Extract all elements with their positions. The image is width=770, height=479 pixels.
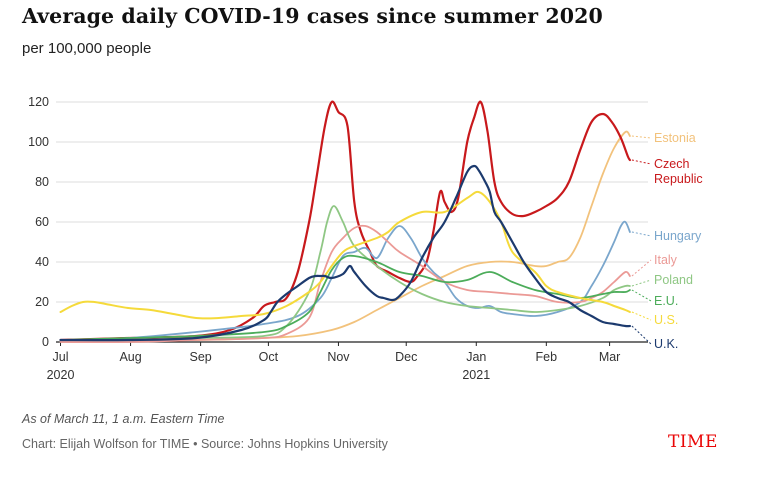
x-tick-year: 2021 xyxy=(462,368,490,382)
chart-title: Average daily COVID-19 cases since summe… xyxy=(22,4,603,28)
series-label: Czech xyxy=(654,157,689,171)
series-line xyxy=(59,205,631,342)
x-tick-year: 2020 xyxy=(47,368,75,382)
series-label: E.U. xyxy=(654,294,678,308)
y-tick-label: 100 xyxy=(28,135,49,149)
series-line xyxy=(59,100,631,342)
series-label-leader xyxy=(631,259,652,277)
x-tick-label: Sep xyxy=(189,350,211,364)
chart-subtitle: per 100,000 people xyxy=(22,40,152,57)
series-label: Republic xyxy=(654,172,703,186)
y-tick-label: 80 xyxy=(35,175,49,189)
series-label-leader xyxy=(631,289,652,302)
series-line xyxy=(59,164,631,342)
chart-area: 0 20 40 60 80 100 120 Jul 2020 Aug Sep Oct Nov Dec Ja… xyxy=(28,95,703,382)
series-label: Italy xyxy=(654,253,678,267)
y-tick-label: 40 xyxy=(35,255,49,269)
series-label-leader xyxy=(631,325,652,345)
x-tick-label: Jan xyxy=(466,350,486,364)
x-tick-label: Nov xyxy=(327,350,350,364)
series-label: U.K. xyxy=(654,337,678,351)
series-line xyxy=(59,130,631,342)
series-line xyxy=(59,190,631,320)
x-axis: Jul 2020 Aug Sep Oct Nov Dec Jan 2021 Feb Mar xyxy=(47,342,621,382)
x-tick-label: Oct xyxy=(259,350,279,364)
series-label: Estonia xyxy=(654,131,696,145)
series-label-leader xyxy=(631,231,652,237)
time-logo: TIME xyxy=(668,432,718,452)
source-credit: Chart: Elijah Wolfson for TIME • Source:… xyxy=(22,437,388,451)
gridlines xyxy=(56,101,648,343)
series-label-leader xyxy=(631,135,652,139)
series-lines xyxy=(59,100,631,344)
series-label-leader xyxy=(631,279,652,287)
x-tick-label: Aug xyxy=(119,350,141,364)
x-tick-label: Dec xyxy=(395,350,417,364)
series-label: Poland xyxy=(654,273,693,287)
series-label-leader xyxy=(631,159,652,165)
y-tick-label: 0 xyxy=(42,335,49,349)
series-label: Hungary xyxy=(654,229,702,243)
timestamp-note: As of March 11, 1 a.m. Eastern Time xyxy=(22,412,225,426)
y-axis: 0 20 40 60 80 100 120 xyxy=(28,95,49,349)
series-label: U.S. xyxy=(654,313,678,327)
y-tick-label: 60 xyxy=(35,215,49,229)
x-tick-label: Mar xyxy=(599,350,621,364)
series-label-leader xyxy=(631,311,652,321)
series-line xyxy=(59,220,631,341)
x-tick-label: Feb xyxy=(536,350,558,364)
x-tick-label: Jul xyxy=(53,350,69,364)
y-tick-label: 20 xyxy=(35,295,49,309)
y-tick-label: 120 xyxy=(28,95,49,109)
